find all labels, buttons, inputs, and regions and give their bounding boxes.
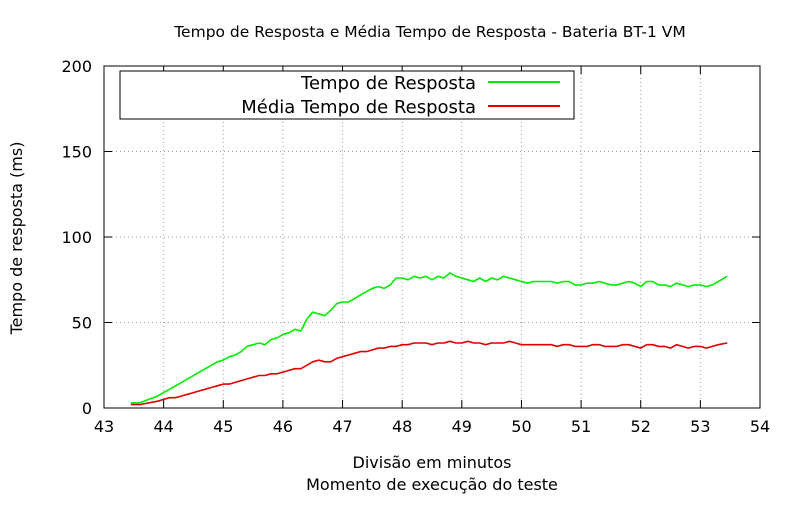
y-axis-label: Tempo de resposta (ms) bbox=[7, 142, 26, 336]
y-tick-label: 100 bbox=[61, 228, 92, 247]
x-axis-label: Divisão em minutos bbox=[353, 453, 512, 472]
x-tick-label: 54 bbox=[750, 417, 770, 436]
x-tick-label: 46 bbox=[273, 417, 293, 436]
x-tick-label: 48 bbox=[392, 417, 412, 436]
x-tick-label: 52 bbox=[631, 417, 651, 436]
legend-box bbox=[119, 70, 575, 120]
grid bbox=[104, 66, 760, 408]
y-tick-label: 200 bbox=[61, 57, 92, 76]
series-lines bbox=[130, 272, 728, 406]
x-tick-label: 49 bbox=[452, 417, 472, 436]
series-line-1 bbox=[130, 340, 728, 406]
x-tick-label: 51 bbox=[571, 417, 591, 436]
x-axis-sublabel: Momento de execução do teste bbox=[306, 475, 558, 494]
x-tick-label: 44 bbox=[153, 417, 173, 436]
x-tick-label: 50 bbox=[511, 417, 531, 436]
axes: 43 44 45 46 47 48 49 50 51 52 53 54 0 50 100 150 200 bbox=[61, 57, 770, 436]
chart-title: Tempo de Resposta e Média Tempo de Respo… bbox=[173, 23, 686, 41]
legend-label: Tempo de Resposta bbox=[300, 73, 476, 94]
x-tick-label: 45 bbox=[213, 417, 233, 436]
series-line-0 bbox=[130, 272, 728, 404]
legend: Tempo de Resposta Média Tempo de Resposta bbox=[119, 70, 575, 120]
legend-label: Média Tempo de Resposta bbox=[241, 97, 476, 118]
y-tick-label: 150 bbox=[61, 143, 92, 162]
x-tick-label: 43 bbox=[94, 417, 114, 436]
y-tick-label: 0 bbox=[82, 399, 92, 418]
y-tick-label: 50 bbox=[72, 314, 92, 333]
x-tick-label: 53 bbox=[690, 417, 710, 436]
x-tick-label: 47 bbox=[332, 417, 352, 436]
